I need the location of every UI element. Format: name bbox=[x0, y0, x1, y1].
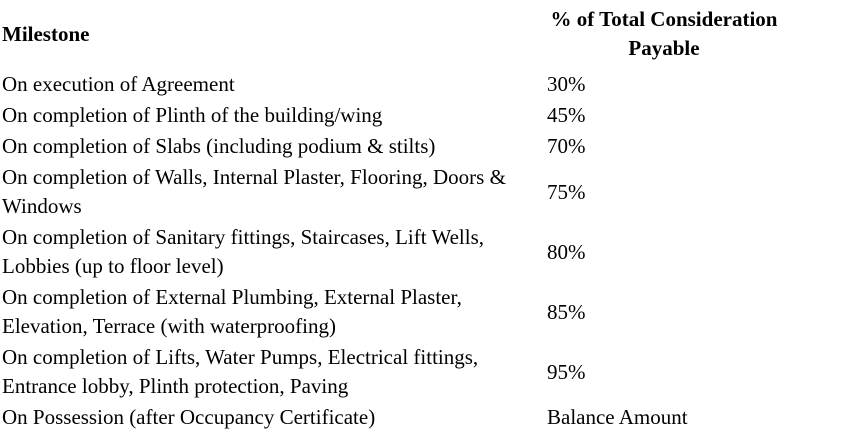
table-row: On completion of Lifts, Water Pumps, Ele… bbox=[2, 342, 781, 402]
payable-cell: 80% bbox=[547, 239, 586, 264]
milestone-cell: On execution of Agreement bbox=[2, 72, 235, 96]
payable-column-header: % of Total Consideration Payable bbox=[550, 7, 778, 60]
milestone-cell: On completion of Plinth of the building/… bbox=[2, 103, 383, 127]
table-row: On completion of Walls, Internal Plaster… bbox=[2, 162, 781, 222]
milestone-cell: On completion of Lifts, Water Pumps, Ele… bbox=[2, 345, 479, 398]
milestone-cell: On completion of External Plumbing, Exte… bbox=[2, 285, 462, 338]
payable-cell: 70% bbox=[547, 134, 586, 158]
payable-cell: 85% bbox=[547, 299, 586, 324]
table-row: On Possession (after Occupancy Certifica… bbox=[2, 402, 781, 432]
table-row: On completion of Plinth of the building/… bbox=[2, 100, 781, 131]
table-row: On completion of Slabs (including podium… bbox=[2, 131, 781, 162]
milestone-cell: On completion of Sanitary fittings, Stai… bbox=[2, 225, 485, 278]
payable-cell: 30% bbox=[547, 72, 586, 96]
payable-cell: 45% bbox=[547, 103, 586, 127]
table-row: On completion of External Plumbing, Exte… bbox=[2, 282, 781, 342]
table-row: On completion of Sanitary fittings, Stai… bbox=[2, 222, 781, 282]
milestone-column-header: Milestone bbox=[2, 21, 90, 46]
milestone-cell: On Possession (after Occupancy Certifica… bbox=[2, 405, 376, 429]
payable-cell: 75% bbox=[547, 179, 586, 204]
payable-cell: Balance Amount bbox=[547, 405, 688, 429]
payable-cell: 95% bbox=[547, 359, 586, 384]
table-row: On execution of Agreement 30% bbox=[2, 69, 781, 100]
payment-schedule-table: Milestone % of Total Consideration Payab… bbox=[2, 4, 781, 432]
header-row: Milestone % of Total Consideration Payab… bbox=[2, 4, 781, 69]
milestone-cell: On completion of Walls, Internal Plaster… bbox=[2, 165, 506, 218]
milestone-cell: On completion of Slabs (including podium… bbox=[2, 134, 436, 158]
